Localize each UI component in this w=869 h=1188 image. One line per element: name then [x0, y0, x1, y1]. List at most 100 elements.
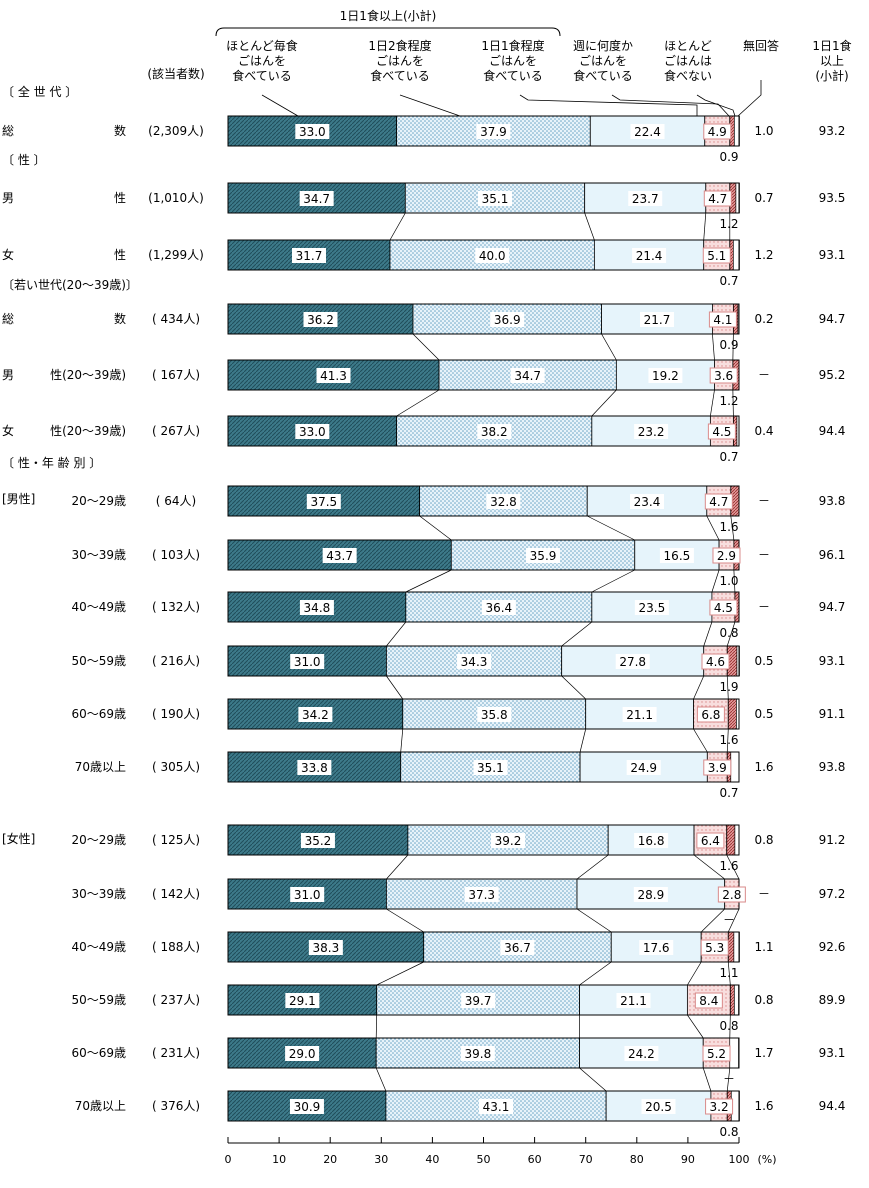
value-label-3: 6.8 — [701, 708, 720, 722]
value-box-0 — [290, 654, 325, 669]
value-label-1: 35.8 — [481, 708, 508, 722]
value-box-2 — [634, 600, 669, 615]
value-label-2: 21.1 — [626, 708, 653, 722]
connector-line — [389, 212, 406, 241]
bar-row-12: 20～29歳 ( 125人) 35.2 39.2 16.8 6.4 1.6 0.8 91.2 — [71, 824, 845, 873]
value-label-3: 5.2 — [707, 1047, 726, 1061]
connector-line — [700, 908, 725, 933]
connector-line — [386, 908, 424, 933]
section-sex: 〔 性 〕 — [2, 153, 46, 167]
bar-frame — [227, 645, 740, 677]
value-label-0: 31.0 — [294, 888, 321, 902]
value-label-1: 39.2 — [495, 834, 522, 848]
connector-line — [733, 569, 736, 593]
value-box-2 — [639, 940, 674, 955]
value-box-2 — [626, 760, 661, 775]
value-label-3: 3.2 — [710, 1100, 729, 1114]
bar-row-7: 30～39歳 ( 103人) 43.7 35.9 16.5 2.9 1.0 － 96.1 — [71, 539, 845, 588]
value-label-1: 34.7 — [514, 369, 541, 383]
value-label-3: 2.8 — [722, 888, 741, 902]
value-box-0 — [285, 1046, 320, 1061]
row-label-right: 性 — [114, 191, 126, 205]
value-label-rarely: 1.2 — [719, 394, 738, 408]
value-box-1 — [473, 760, 508, 775]
bar-row-14: 40～49歳( 188人) 38.3 36.7 17.6 5.31.11.1 92.6 — [71, 931, 845, 980]
bar-frame — [227, 751, 740, 783]
row-label-right: 数 — [114, 311, 126, 326]
value-box-0 — [308, 940, 343, 955]
connector-line — [702, 1067, 712, 1092]
value-label-rarely: 0.8 — [719, 626, 738, 640]
value-label-2: 16.8 — [638, 834, 665, 848]
value-label-no-answer: － — [758, 887, 770, 901]
row-count: ( 216人) — [152, 654, 200, 668]
value-label-2: 16.5 — [664, 549, 691, 563]
legend-label-0-1: ごはんを — [238, 53, 286, 68]
value-box-1 — [475, 248, 510, 263]
connector-line — [727, 908, 740, 933]
value-label-no-answer: － — [758, 368, 770, 382]
row-label-left: 女 — [2, 247, 14, 262]
subtotal-value: 93.1 — [819, 248, 846, 262]
connector-line — [693, 728, 708, 753]
row-count: (2,309人) — [148, 124, 204, 138]
connector-line — [732, 389, 734, 417]
value-label-no-answer: 1.1 — [754, 940, 773, 954]
connector-line — [687, 1014, 704, 1039]
row-label: 40～49歳 — [71, 940, 126, 954]
value-box-3 — [712, 547, 741, 564]
connector-line — [587, 515, 635, 541]
row-label-left: 男 — [2, 191, 14, 205]
value-label-0: 33.0 — [299, 125, 326, 139]
section-male: [男性] — [2, 492, 35, 506]
connector-line — [579, 961, 612, 986]
section-female: [女性] — [2, 831, 35, 846]
value-label-2: 21.1 — [620, 994, 647, 1008]
count-header: (該当者数) — [147, 66, 204, 81]
connector-line — [687, 961, 702, 986]
bar-frame — [227, 303, 740, 335]
value-box-3 — [707, 423, 736, 440]
value-label-0: 36.2 — [307, 313, 334, 327]
legend-label-2-1: ごはんを — [489, 53, 537, 68]
section-young: 〔若い世代(20～39歳)〕 — [2, 278, 138, 292]
value-box-1 — [477, 191, 512, 206]
value-label-rarely: 1.2 — [719, 217, 738, 231]
value-box-1 — [491, 833, 526, 848]
value-label-0: 41.3 — [320, 369, 347, 383]
connector-line — [601, 333, 617, 361]
seg-rarely — [727, 698, 737, 730]
value-label-2: 28.9 — [637, 888, 664, 902]
connector-line — [730, 515, 735, 541]
bar-frame — [227, 824, 740, 856]
value-box-3 — [696, 832, 725, 849]
value-label-rarely: 0.7 — [719, 274, 738, 288]
row-label: 20～29歳 — [71, 494, 126, 508]
x-tick-label: 10 — [272, 1153, 286, 1166]
value-box-1 — [461, 993, 496, 1008]
connector-line — [703, 212, 707, 241]
value-label-rarely: － — [723, 913, 735, 927]
row-count: ( 188人) — [152, 940, 200, 954]
value-label-1: 39.7 — [465, 994, 492, 1008]
legend-leader-4 — [696, 94, 736, 117]
bar-frame — [227, 931, 740, 963]
subtotal-header-2: (小計) — [815, 68, 848, 83]
connector-line — [396, 389, 440, 417]
seg-no-answer — [729, 1037, 739, 1069]
value-box-3 — [704, 493, 733, 510]
bar-row-11: 70歳以上 ( 305人) 33.8 35.1 24.9 3.9 0.7 1.6 93.8 — [75, 751, 846, 800]
value-label-no-answer: 1.7 — [754, 1046, 773, 1060]
value-label-1: 40.0 — [479, 249, 506, 263]
bar-frame — [227, 415, 740, 447]
value-label-1: 35.1 — [482, 192, 509, 206]
value-label-2: 23.5 — [639, 601, 666, 615]
value-box-2 — [616, 993, 651, 1008]
bar-row-5: 女 性(20～39歳) ( 267人) 33.0 38.2 23.2 4.5 0.7 0.4 94… — [2, 415, 845, 464]
value-box-2 — [633, 887, 668, 902]
subtotal-value: 93.8 — [819, 760, 846, 774]
value-label-rarely: 0.7 — [719, 450, 738, 464]
seg-rarely — [729, 984, 735, 1016]
value-label-rarely: 0.8 — [719, 1019, 738, 1033]
bar-frame — [227, 359, 740, 391]
